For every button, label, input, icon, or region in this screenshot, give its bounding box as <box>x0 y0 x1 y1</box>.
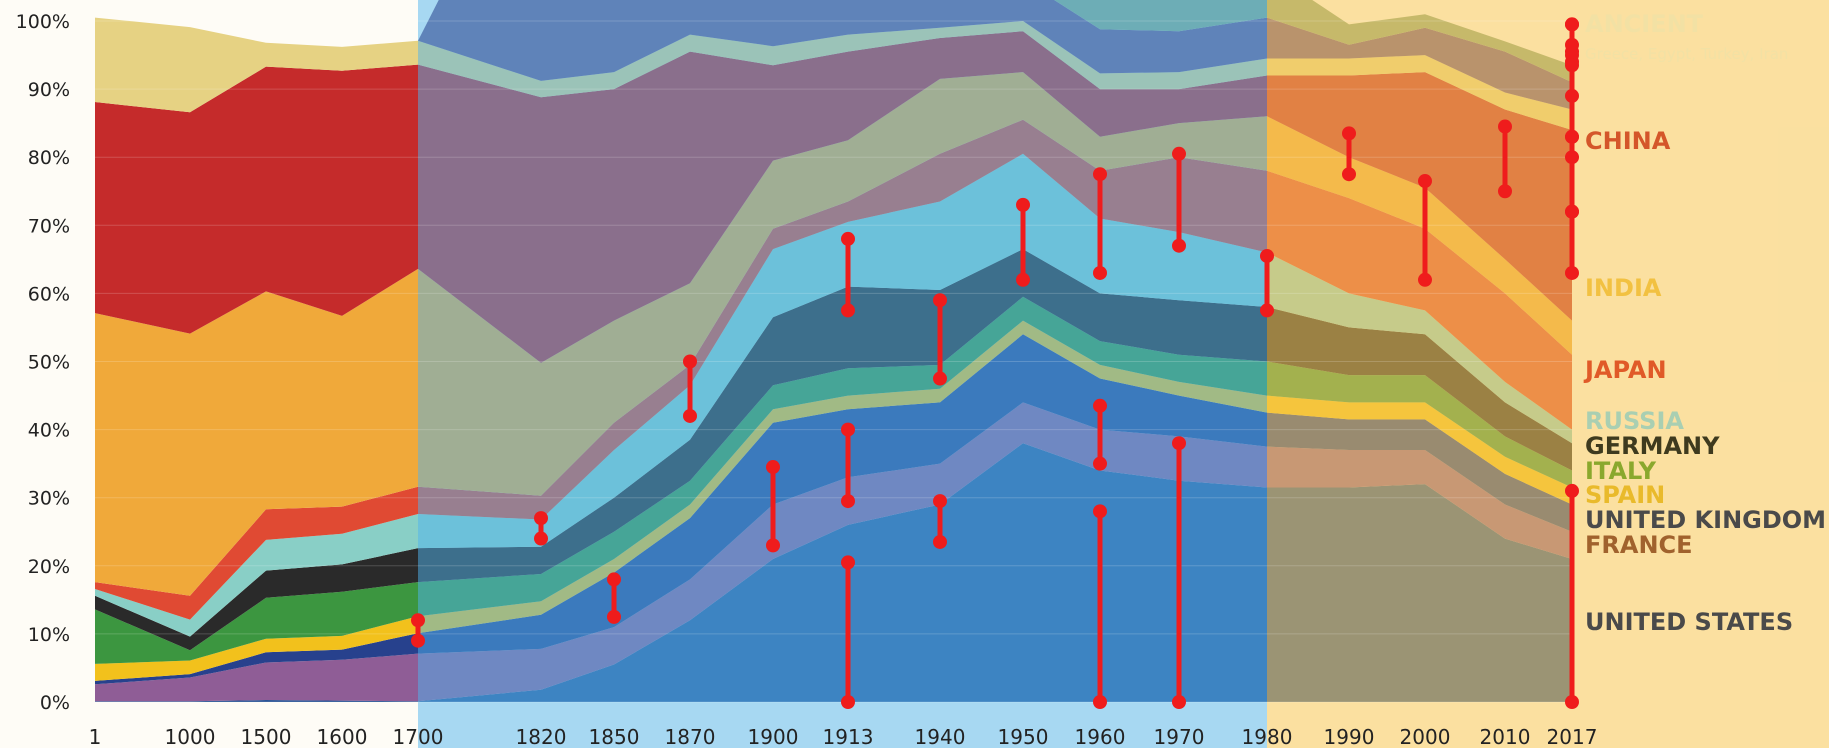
marker-dot-11-top <box>1093 504 1107 519</box>
marker-dot-23-top <box>1565 483 1579 498</box>
marker-dot-12-top <box>1093 398 1107 413</box>
x-tick-label: 1970 <box>1154 725 1205 748</box>
x-tick-label: 1700 <box>393 725 444 748</box>
marker-dot-18-top <box>1418 174 1432 189</box>
x-tick-label: 1940 <box>915 725 966 748</box>
marker-dot-6-bottom <box>841 494 855 509</box>
y-axis: 0% 10% 20% 30% 40% 50% 60% 70% 80% 90% 100% <box>16 11 70 714</box>
legend-label-united-states: UNITED STATES <box>1585 608 1793 636</box>
marker-dot-2-top <box>607 572 621 587</box>
x-tick-label: 1850 <box>589 725 640 748</box>
highlight-band-0 <box>418 0 1267 748</box>
x-tick-label: 1980 <box>1242 725 1293 748</box>
x-tick-label: 1960 <box>1075 725 1126 748</box>
x-tick-label: 1990 <box>1324 725 1375 748</box>
marker-dot-23-bottom <box>1565 695 1579 709</box>
marker-dot-1-top <box>534 511 548 526</box>
marker-dot-9-bottom <box>933 371 947 386</box>
marker-dot-3-top <box>683 354 697 369</box>
legend-label-germany: GERMANY <box>1585 432 1720 460</box>
y-tick-label: 90% <box>28 79 70 101</box>
highlight-bands <box>418 0 1829 748</box>
marker-dot-5-bottom <box>841 695 855 709</box>
y-tick-label: 60% <box>28 283 70 305</box>
marker-dot-19-top <box>1498 119 1512 134</box>
marker-dot-15-top <box>1172 146 1186 161</box>
legend-label-japan: JAPAN <box>1583 356 1667 384</box>
x-tick-label: 1950 <box>998 725 1049 748</box>
x-tick-label: 1820 <box>516 725 567 748</box>
y-tick-label: 80% <box>28 147 70 169</box>
marker-dot-2-bottom <box>607 609 621 624</box>
y-tick-label: 40% <box>28 420 70 442</box>
marker-dot-3-bottom <box>683 408 697 423</box>
marker-dot-4-bottom <box>766 538 780 553</box>
x-tick-label: 2010 <box>1480 725 1531 748</box>
marker-dot-4-top <box>766 460 780 475</box>
marker-dot-15-bottom <box>1172 238 1186 253</box>
y-tick-label: 30% <box>28 488 70 510</box>
legend-label-china: CHINA <box>1585 127 1671 155</box>
x-tick-label: 1500 <box>241 725 292 748</box>
marker-dot-8-top <box>933 494 947 509</box>
marker-dot-7-top <box>841 231 855 246</box>
x-tick-label: 1600 <box>317 725 368 748</box>
x-tick-label: 2017 <box>1547 725 1598 748</box>
marker-dot-12-bottom <box>1093 456 1107 471</box>
marker-dot-17-top <box>1342 126 1356 141</box>
marker-dot-0-top <box>411 613 425 628</box>
marker-dot-13-bottom <box>1093 265 1107 280</box>
y-tick-label: 0% <box>40 692 70 714</box>
legend-label-spain: SPAIN <box>1585 481 1665 509</box>
legend-subtitle-ancient: Greece, Egypt, Turkey, Iran <box>1585 45 1788 63</box>
marker-dot-16-bottom <box>1260 303 1274 318</box>
legend-label-united-kingdom: UNITED KINGDOM <box>1585 506 1826 534</box>
marker-dot-18-bottom <box>1418 272 1432 287</box>
marker-dot-8-bottom <box>933 534 947 549</box>
legend-label-russia: RUSSIA <box>1585 407 1684 435</box>
x-tick-label: 1900 <box>748 725 799 748</box>
gridlines <box>95 20 1572 703</box>
marker-dot-17-bottom <box>1342 167 1356 182</box>
marker-dot-27-bottom <box>1565 58 1579 73</box>
highlight-band-1 <box>1267 0 1829 748</box>
legend-label-ancient: ANCIENT <box>1585 10 1704 38</box>
marker-dot-6-top <box>841 422 855 437</box>
y-tick-label: 10% <box>28 624 70 646</box>
marker-dot-11-bottom <box>1093 695 1107 709</box>
y-tick-label: 70% <box>28 215 70 237</box>
x-tick-label: 2000 <box>1400 725 1451 748</box>
x-tick-label: 1870 <box>665 725 716 748</box>
legend-label-italy: ITALY <box>1585 457 1657 485</box>
marker-dot-1-bottom <box>534 531 548 546</box>
area-italy <box>95 296 1572 664</box>
marker-dot-9-top <box>933 293 947 308</box>
marker-dot-19-bottom <box>1498 184 1512 199</box>
y-tick-label: 50% <box>28 352 70 374</box>
marker-bars <box>411 17 1579 709</box>
marker-dot-26-bottom <box>1565 265 1579 280</box>
marker-dot-13-top <box>1093 167 1107 182</box>
x-axis: 1 1000 1500 1600 1700 1820 1850 1870 1900 1913 194… <box>89 725 1598 748</box>
marker-dot-16-top <box>1260 248 1274 263</box>
x-tick-label: 1 <box>89 725 102 748</box>
marker-dot-10-top <box>1016 197 1030 212</box>
marker-dot-27-top <box>1565 17 1579 32</box>
y-tick-label: 20% <box>28 556 70 578</box>
legend-label-france: FRANCE <box>1585 531 1693 559</box>
marker-dot-14-bottom <box>1172 695 1186 709</box>
x-tick-label: 1913 <box>823 725 874 748</box>
marker-dot-7-bottom <box>841 303 855 318</box>
marker-dot-14-top <box>1172 436 1186 451</box>
marker-dot-5-top <box>841 555 855 570</box>
legend-label-india: INDIA <box>1585 274 1662 302</box>
marker-dot-0-bottom <box>411 633 425 648</box>
marker-dot-10-bottom <box>1016 272 1030 287</box>
y-tick-label: 100% <box>16 11 70 33</box>
x-tick-label: 1000 <box>165 725 216 748</box>
